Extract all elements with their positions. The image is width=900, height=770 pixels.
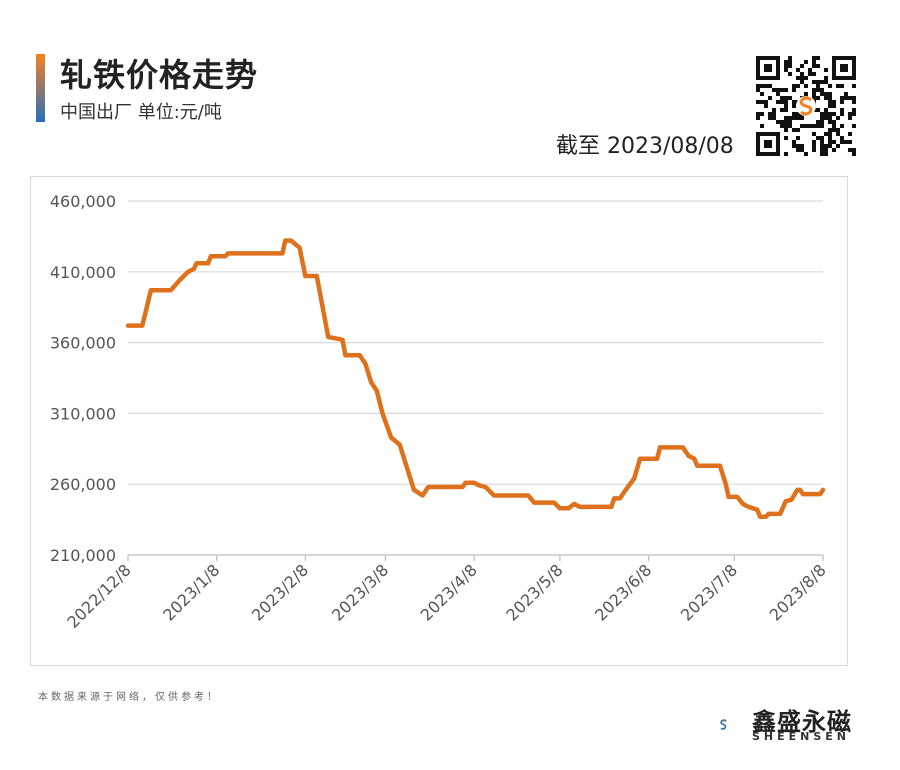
x-tick-label: 2023/5/8 — [502, 560, 566, 624]
y-tick-label: 310,000 — [50, 404, 116, 423]
source-note: 本数据来源于网络，仅供参考！ — [38, 692, 220, 703]
sheensen-logo-icon — [720, 719, 727, 730]
chart-frame: 210,000 260,000 310,000 360,000 410,000 460,0… — [30, 176, 848, 666]
x-tick-label: 2023/6/8 — [591, 560, 655, 624]
y-tick-label: 210,000 — [50, 546, 116, 565]
x-tick-label: 2023/1/8 — [159, 560, 223, 624]
page-title: 轧铁价格走势 — [60, 56, 259, 94]
x-tick-label: 2023/4/8 — [417, 560, 481, 624]
x-tick-label: 2023/7/8 — [677, 560, 741, 624]
y-tick-label: 410,000 — [50, 263, 116, 282]
x-tick-label: 2023/8/8 — [766, 560, 830, 624]
brand-name-en: SHEENSEN — [752, 730, 851, 743]
y-tick-label: 460,000 — [50, 192, 116, 211]
brand-name-cn: 鑫盛永磁 — [752, 708, 852, 736]
series-line — [125, 238, 826, 520]
x-tick-label: 2023/2/8 — [248, 560, 312, 624]
x-tick-label: 2023/3/8 — [328, 560, 392, 624]
title-accent-bar — [36, 54, 45, 122]
y-tick-label: 360,000 — [50, 334, 116, 353]
qr-code-icon — [756, 56, 856, 156]
as-of-date: 截至 2023/08/08 — [556, 134, 734, 159]
y-tick-label: 260,000 — [50, 475, 116, 494]
x-tick-label: 2022/12/8 — [63, 560, 134, 631]
page-subtitle: 中国出厂 单位:元/吨 — [60, 102, 222, 123]
line-chart: 210,000 260,000 310,000 360,000 410,000 460,0… — [50, 192, 830, 632]
